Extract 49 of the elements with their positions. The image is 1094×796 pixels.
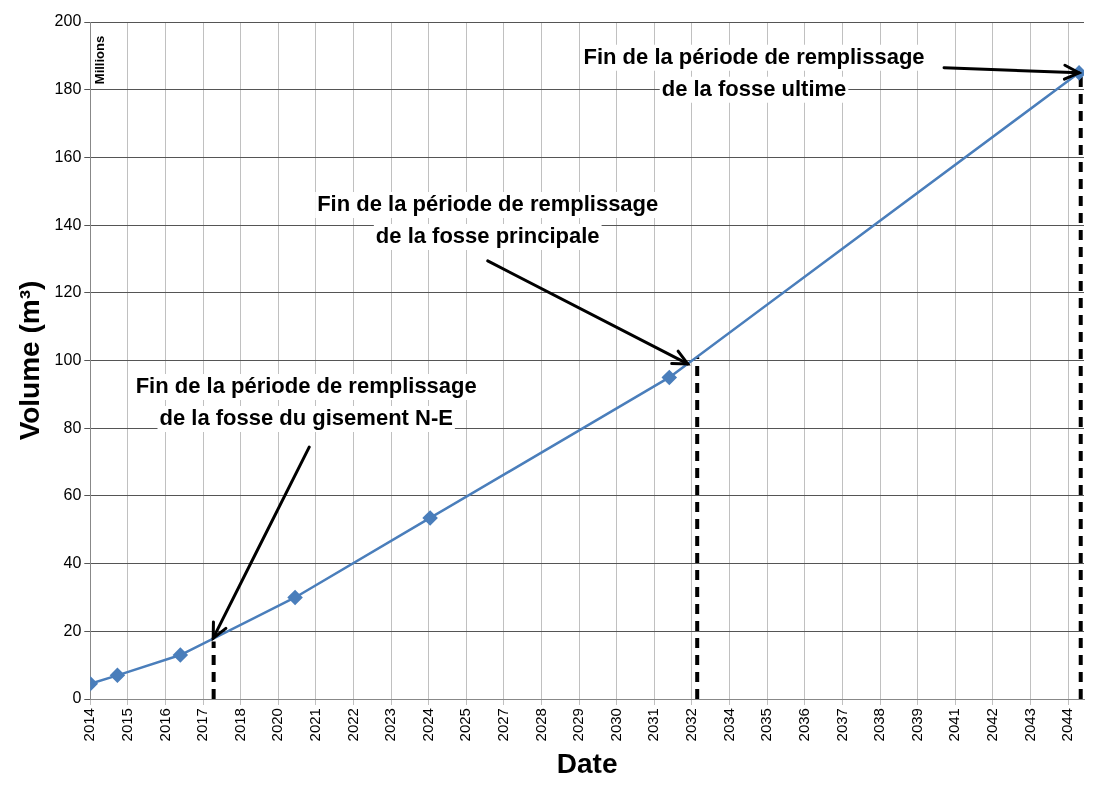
point — [110, 668, 125, 683]
x-tick-label: 2023 — [381, 708, 399, 742]
x-tick-label: 2030 — [606, 708, 624, 742]
point — [422, 510, 438, 526]
annotation: Millions — [91, 35, 107, 85]
x-tick-label: 2043 — [1020, 708, 1038, 742]
y-tick-label: 120 — [54, 283, 82, 301]
x-tick-label: 2038 — [870, 708, 888, 742]
y-tick-label: 80 — [63, 418, 82, 436]
y-tick-label: 40 — [63, 554, 82, 572]
y-tick-label: 100 — [54, 350, 82, 368]
x-tick-label: 2034 — [719, 708, 737, 742]
x-tick-label: 2028 — [531, 708, 549, 742]
x-tick-label: 2031 — [644, 708, 662, 742]
x-tick-label: 2037 — [832, 708, 850, 742]
x-tick-label: 2014 — [80, 708, 98, 742]
x-tick-label: 2027 — [494, 708, 512, 742]
y-tick-label: 200 — [54, 12, 82, 30]
y-tick-label: 0 — [72, 689, 82, 707]
x-tick-label: 2025 — [456, 708, 474, 742]
y-tick-label: 180 — [54, 80, 82, 98]
x-tick-label: 2041 — [945, 708, 963, 742]
x-tick-label: 2032 — [682, 708, 700, 742]
x-tick-label: 2035 — [757, 708, 775, 742]
annotation: Fin de la période de remplissage de la fosse principale — [317, 190, 659, 248]
x-axis-title: Date — [556, 747, 618, 779]
y-tick-label: 140 — [54, 215, 82, 233]
x-tick-label: 2036 — [794, 708, 812, 742]
x-tick-label: 2044 — [1058, 708, 1076, 742]
x-tick-label: 2017 — [193, 708, 211, 742]
x-tick-label: 2039 — [907, 708, 925, 742]
point — [662, 370, 677, 385]
x-tick-label: 2016 — [155, 708, 173, 742]
x-tick-label: 2042 — [982, 708, 1000, 742]
point — [287, 590, 303, 605]
annotation: Fin de la période de remplissage de la fosse du gisement N-E — [135, 373, 477, 431]
y-tick-label: 60 — [63, 486, 82, 504]
x-tick-label: 2015 — [118, 708, 136, 742]
y-tick-label: 160 — [54, 147, 82, 165]
x-tick-label: 2024 — [418, 708, 436, 742]
x-tick-label: 2020 — [268, 708, 286, 742]
point — [173, 647, 188, 663]
y-tick-label: 20 — [63, 621, 82, 639]
x-tick-label: 2021 — [306, 708, 324, 742]
annotation: Fin de la période de remplissage de la fosse ultime — [583, 43, 925, 101]
y-axis-title: Volume (m³) — [13, 280, 45, 441]
x-tick-label: 2029 — [569, 708, 587, 742]
x-tick-label: 2022 — [343, 708, 361, 742]
x-tick-label: 2018 — [230, 708, 248, 742]
